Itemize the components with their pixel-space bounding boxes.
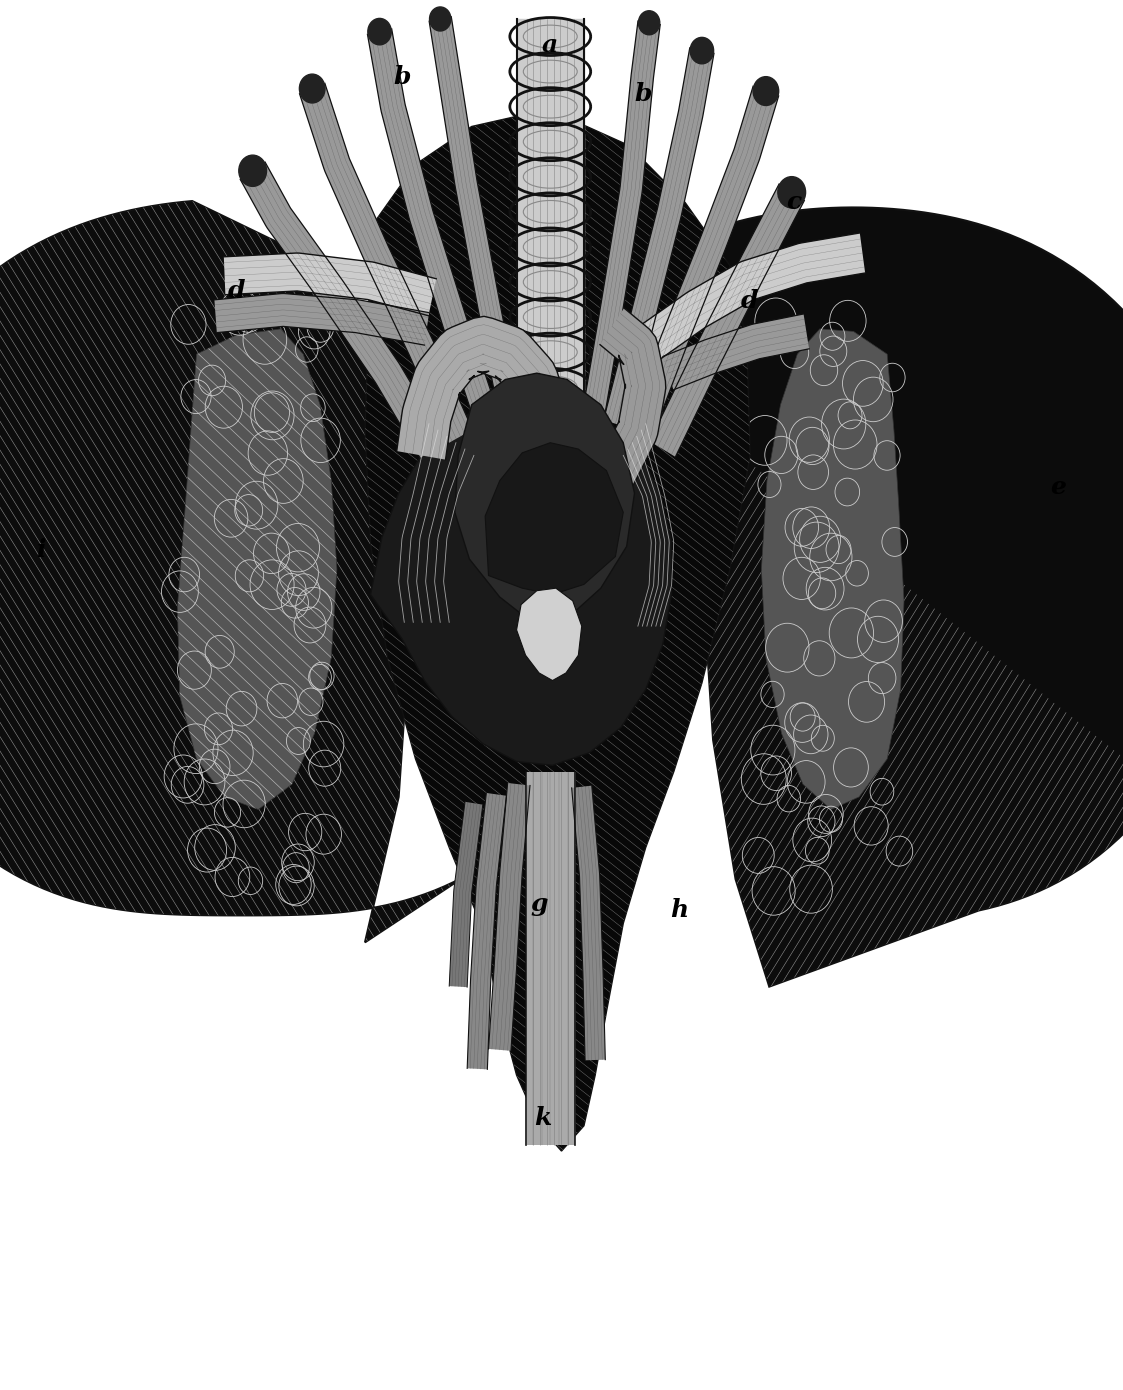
Circle shape	[778, 177, 805, 208]
Polygon shape	[0, 202, 464, 942]
Text: d: d	[741, 289, 759, 313]
Polygon shape	[223, 253, 436, 316]
Polygon shape	[455, 373, 634, 623]
Polygon shape	[642, 234, 865, 359]
Polygon shape	[582, 21, 660, 420]
Circle shape	[638, 11, 659, 35]
Polygon shape	[663, 314, 809, 389]
Polygon shape	[365, 114, 750, 1151]
Polygon shape	[572, 785, 605, 1061]
Text: b: b	[393, 64, 411, 89]
Polygon shape	[396, 317, 584, 559]
Text: d: d	[227, 279, 245, 303]
Polygon shape	[214, 293, 429, 345]
Polygon shape	[367, 29, 500, 428]
Polygon shape	[429, 17, 522, 420]
Circle shape	[691, 38, 713, 64]
Polygon shape	[517, 19, 584, 404]
Polygon shape	[449, 802, 483, 987]
Polygon shape	[300, 83, 473, 443]
Text: i: i	[36, 538, 45, 562]
Text: e: e	[1050, 475, 1066, 499]
Polygon shape	[526, 771, 575, 1145]
Polygon shape	[603, 47, 714, 428]
Text: g: g	[530, 892, 548, 916]
Text: k: k	[533, 1105, 551, 1130]
Polygon shape	[761, 329, 904, 809]
Circle shape	[368, 18, 391, 44]
Circle shape	[239, 156, 266, 186]
Polygon shape	[650, 183, 804, 457]
Text: alamy: alamy	[45, 1291, 185, 1333]
Polygon shape	[371, 402, 672, 766]
Polygon shape	[467, 792, 506, 1069]
Polygon shape	[542, 309, 666, 575]
Polygon shape	[626, 86, 778, 442]
Text: Image ID: T3K9N0: Image ID: T3K9N0	[914, 1295, 1078, 1314]
Circle shape	[429, 7, 450, 31]
Polygon shape	[485, 442, 623, 595]
Polygon shape	[489, 783, 530, 1051]
Circle shape	[300, 74, 325, 103]
Text: www.alamy.com: www.alamy.com	[933, 1341, 1078, 1359]
Text: a: a	[542, 33, 558, 57]
Text: b: b	[634, 82, 652, 106]
Circle shape	[754, 76, 778, 106]
Polygon shape	[517, 588, 582, 681]
Polygon shape	[240, 163, 445, 459]
Polygon shape	[177, 329, 337, 809]
Text: c: c	[786, 190, 802, 214]
Polygon shape	[485, 207, 1123, 987]
Text: h: h	[670, 898, 688, 922]
